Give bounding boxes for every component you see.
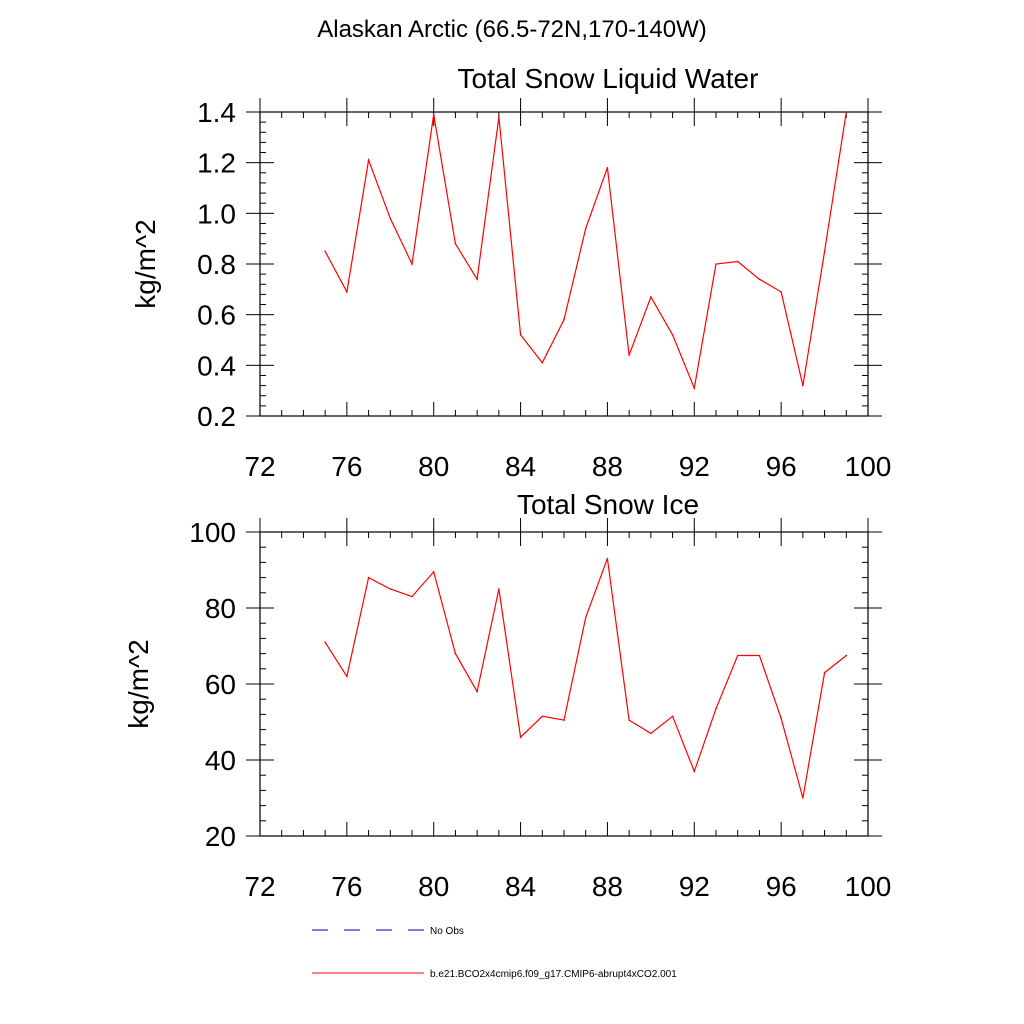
y-tick-label: 0.6 [197, 300, 236, 331]
x-tick-label: 92 [679, 451, 710, 482]
y-tick-label: 0.4 [197, 350, 236, 381]
data-point [476, 278, 478, 281]
data-point [823, 671, 826, 674]
data-point [693, 387, 696, 389]
y-tick-label: 100 [189, 517, 236, 548]
x-tick-label: 84 [505, 451, 536, 482]
y-tick-label: 60 [205, 669, 236, 700]
data-point [606, 557, 609, 560]
chart-title: Total Snow Liquid Water [458, 63, 759, 94]
data-point [411, 595, 413, 598]
data-point [845, 654, 848, 657]
y-tick-label: 0.2 [197, 401, 236, 432]
plot-frame [259, 531, 869, 837]
data-point [584, 227, 587, 230]
x-tick-label: 76 [331, 451, 362, 482]
data-point [454, 652, 457, 655]
panel-snow-ice: Total Snow Ice kg/m^2 72 76 80 84 88 92 96 100 20 4… [123, 489, 891, 902]
data-point [671, 334, 674, 336]
data-point [519, 736, 522, 738]
data-point [693, 770, 696, 773]
legend: No Obs b.e21.BCO2x4cmip6.f09_g17.CMIP6-ab… [312, 926, 677, 980]
panel-snow-liquid-water: Total Snow Liquid Water kg/m^2 72 76 80 84 88 9… [130, 63, 891, 482]
x-tick-label: 72 [244, 451, 275, 482]
data-point [758, 278, 761, 281]
data-point [432, 113, 435, 116]
y-tick-label: 40 [205, 745, 236, 776]
data-point [411, 263, 413, 265]
y-tick-label: 80 [205, 593, 236, 624]
series-line [324, 111, 847, 391]
legend-label: No Obs [430, 926, 464, 937]
data-point [389, 217, 392, 220]
y-tick-label: 1.0 [197, 198, 236, 229]
data-point [563, 318, 565, 321]
x-tick-label: 88 [592, 871, 623, 902]
y-tick-label: 1.2 [197, 148, 236, 179]
data-point [650, 296, 652, 298]
data-point [628, 354, 630, 357]
y-tick-label: 1.4 [197, 97, 236, 128]
data-point [324, 641, 326, 643]
data-point [346, 675, 348, 678]
legend-label: b.e21.BCO2x4cmip6.f09_g17.CMIP6-abrupt4x… [430, 969, 677, 980]
figure-title: Alaskan Arctic (66.5-72N,170-140W) [317, 16, 707, 43]
x-tick-label: 100 [845, 451, 892, 482]
x-tick-label: 80 [418, 451, 449, 482]
x-tick-label: 88 [592, 451, 623, 482]
x-tick-label: 84 [505, 871, 536, 902]
data-point [476, 690, 478, 693]
data-point [367, 159, 370, 161]
x-tick-label: 80 [418, 871, 449, 902]
y-axis-label: kg/m^2 [123, 639, 154, 728]
data-point [584, 616, 587, 619]
series-line [324, 558, 847, 799]
data-point [802, 797, 804, 799]
x-tick-label: 96 [766, 451, 797, 482]
data-point [346, 291, 348, 293]
data-point [650, 732, 652, 735]
data-point [563, 719, 565, 721]
data-point [715, 263, 717, 265]
data-point [715, 707, 717, 710]
chart-title: Total Snow Ice [517, 489, 699, 520]
data-point [780, 717, 782, 719]
x-tick-label: 96 [766, 871, 797, 902]
data-point [845, 111, 848, 113]
data-point [432, 571, 435, 573]
data-point [823, 250, 826, 253]
data-point [498, 588, 500, 590]
data-point [628, 719, 630, 721]
y-tick-label: 20 [205, 821, 236, 852]
data-point [736, 260, 739, 263]
data-point [324, 250, 326, 253]
data-point [519, 334, 522, 336]
x-tick-label: 76 [331, 871, 362, 902]
y-tick-label: 0.8 [197, 249, 236, 280]
data-point [454, 242, 457, 245]
data-point [367, 576, 370, 579]
x-tick-label: 92 [679, 871, 710, 902]
x-tick-label: 100 [845, 871, 892, 902]
y-axis-label: kg/m^2 [130, 219, 161, 308]
data-point [780, 291, 782, 293]
data-point [671, 715, 674, 718]
data-point [541, 715, 544, 718]
data-point [389, 588, 392, 590]
data-point [606, 166, 609, 169]
data-point [758, 654, 761, 657]
data-point [802, 384, 804, 387]
data-point [498, 116, 500, 118]
data-point [541, 362, 544, 364]
data-point [736, 654, 739, 657]
x-tick-label: 72 [244, 871, 275, 902]
